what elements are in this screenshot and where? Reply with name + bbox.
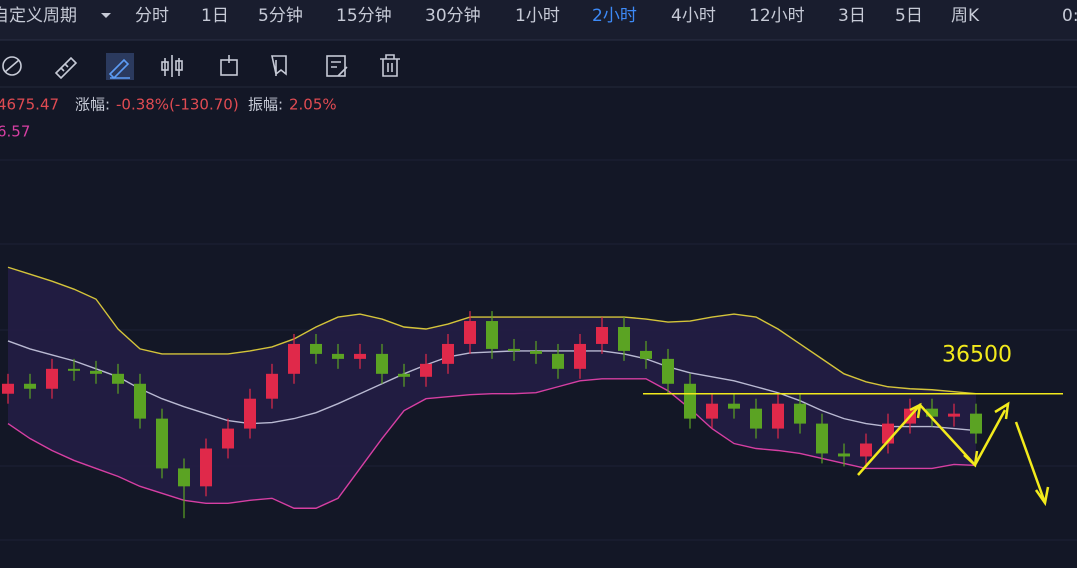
candle-body	[24, 383, 36, 389]
candle-body	[90, 370, 102, 374]
tool-pen[interactable]	[108, 58, 130, 80]
candle-body	[442, 343, 454, 364]
period-tab[interactable]: 2小时	[592, 6, 637, 26]
period-tab[interactable]: 1小时	[515, 6, 560, 26]
amplitude: 2.05%	[289, 96, 337, 114]
trend-arrows	[857, 401, 1050, 507]
candle-body	[574, 343, 586, 369]
clock: 0:	[1062, 6, 1077, 26]
candle-body	[794, 403, 806, 424]
candle-body	[156, 418, 168, 469]
candle-body	[486, 321, 498, 349]
level-label: 36500	[942, 343, 1012, 368]
change-label: 涨幅:	[75, 96, 110, 114]
tool-ruler[interactable]	[54, 56, 78, 80]
period-tab[interactable]: 15分钟	[336, 6, 392, 26]
band-fill	[8, 267, 976, 509]
tool-layers[interactable]	[271, 55, 287, 76]
period-tab[interactable]: 3日	[838, 6, 866, 26]
candle-body	[552, 353, 564, 369]
candle-body	[244, 398, 256, 429]
candle-body	[288, 343, 300, 374]
drawing-tools	[2, 53, 400, 80]
candle-body	[134, 383, 146, 419]
tool-candle[interactable]	[161, 55, 183, 77]
candle-body	[112, 373, 124, 384]
period-tab[interactable]: 5日	[895, 6, 923, 26]
candle-body	[596, 327, 608, 344]
plot	[2, 266, 1063, 519]
period-tab[interactable]: 1日	[201, 6, 229, 26]
change: -0.38%(-130.70)	[116, 96, 239, 114]
period-tabs: 分时 1日 5分钟 15分钟 30分钟 1小时 2小时 4小时 12小时 3日 5日 周K	[135, 6, 980, 26]
tool-shape[interactable]	[2, 56, 22, 76]
candle-body	[222, 428, 234, 449]
candle-body	[728, 403, 740, 409]
candle-body	[464, 321, 476, 344]
period-menu[interactable]: 自定义周期	[0, 6, 77, 26]
candle-body	[662, 358, 674, 384]
candle-body	[618, 327, 630, 351]
candle-body	[772, 403, 784, 429]
period-bar	[0, 0, 1077, 40]
period-tab[interactable]: 4小时	[671, 6, 716, 26]
candle-body	[926, 408, 938, 417]
candle-body	[420, 363, 432, 377]
period-tab[interactable]: 分时	[135, 6, 169, 26]
candle-body	[860, 443, 872, 457]
tool-lock[interactable]	[220, 55, 238, 76]
candle-body	[332, 353, 344, 359]
candle-body	[750, 408, 762, 429]
candle-body	[178, 468, 190, 487]
candle-body	[706, 403, 718, 419]
candle-body	[948, 413, 960, 417]
amplitude-label: 振幅:	[248, 96, 283, 114]
tool-active-bg	[106, 53, 134, 80]
price: 4675.47	[0, 96, 59, 114]
candle-body	[46, 368, 58, 389]
dropdown-caret	[101, 13, 111, 18]
period-tab[interactable]: 5分钟	[258, 6, 303, 26]
candle-body	[68, 368, 80, 371]
candle-body	[2, 383, 14, 394]
indicator-value: 6.57	[0, 123, 30, 141]
period-tab[interactable]: 12小时	[749, 6, 805, 26]
candle-body	[266, 373, 278, 399]
candle-body	[508, 348, 520, 351]
candle-body	[838, 453, 850, 457]
candle-body	[376, 353, 388, 374]
candle-body	[310, 343, 322, 354]
annotations: 36500	[857, 343, 1050, 507]
tool-delete[interactable]	[380, 54, 400, 77]
tool-edit[interactable]	[326, 55, 348, 77]
candle-body	[816, 423, 828, 454]
candle-body	[530, 350, 542, 354]
candle-body	[970, 413, 982, 434]
info-line: 4675.47 涨幅: -0.38%(-130.70) 振幅: 2.05% 6.…	[0, 96, 337, 141]
period-tab[interactable]: 30分钟	[425, 6, 481, 26]
candle-body	[354, 353, 366, 359]
candle-body	[200, 448, 212, 487]
bollinger-lower	[7, 378, 977, 509]
candle-body	[684, 383, 696, 419]
candle-body	[640, 350, 652, 359]
candle-body	[398, 373, 410, 377]
period-tab[interactable]: 周K	[951, 6, 980, 26]
